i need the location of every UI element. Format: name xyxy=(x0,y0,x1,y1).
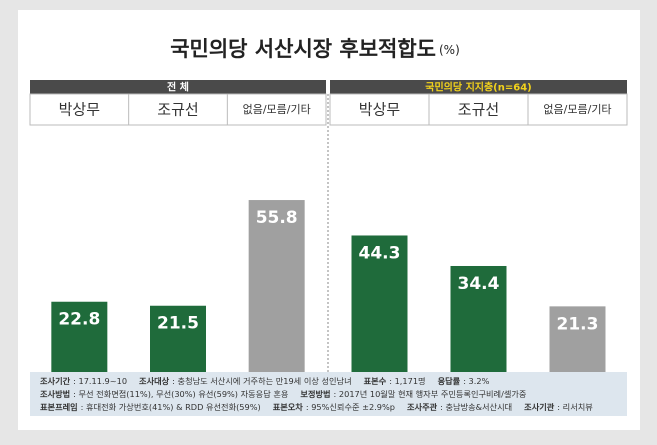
value-label: 22.8 xyxy=(58,310,100,330)
note-label: 조사기간 xyxy=(40,376,71,386)
note-label: 조사기관 xyxy=(524,402,555,412)
note-text: : 95%신뢰수준 ±2.9%p xyxy=(306,402,395,412)
panel-title: 국민의당 지지층(n=64) xyxy=(425,81,531,94)
value-label: 44.3 xyxy=(359,243,401,263)
note-text: : 휴대전화 가상번호(41%) & RDD 유선전화(59%) xyxy=(81,402,261,412)
bar xyxy=(150,305,206,372)
candidate-name: 없음/모름/기타 xyxy=(243,103,311,116)
candidate-name: 박상무 xyxy=(359,101,401,119)
title-line: 국민의당 서산시장 후보적합도 (%) xyxy=(170,37,460,61)
note-row: 표본프레임: 휴대전화 가상번호(41%) & RDD 유선전화(59%) 표본오… xyxy=(40,402,593,412)
note-text: : 무선 전화면접(11%), 무선(30%) 유선(59%) 자동응답 혼용 xyxy=(73,389,289,399)
note-label: 표본수 xyxy=(364,376,387,386)
bar xyxy=(51,301,108,372)
note-label: 보정방법 xyxy=(300,389,330,399)
value-label: 21.3 xyxy=(557,314,599,334)
candidate-name: 조규선 xyxy=(458,101,499,119)
note-row: 조사기간: 17.11.9~10 조사대상: 충청남도 서산시에 거주하는 만19… xyxy=(40,376,490,386)
note-text: : 2017년 10월말 현재 행자부 주민등록인구비례/셀가중 xyxy=(334,389,527,399)
candidate-name: 조규선 xyxy=(157,101,198,119)
note-text: : 충남방송&서산시대 xyxy=(440,402,512,412)
notes-box xyxy=(30,372,627,416)
panel-header xyxy=(330,80,627,94)
note-label: 표본오차 xyxy=(273,402,304,412)
bar xyxy=(450,265,507,372)
name-row xyxy=(29,93,327,126)
candidate-name: 박상무 xyxy=(59,101,101,119)
note-label: 표본프레임 xyxy=(40,402,78,412)
note-label: 조사대상 xyxy=(139,376,170,386)
chart-title: 국민의당 서산시장 후보적합도 xyxy=(170,37,436,61)
note-text: : 17.11.9~10 xyxy=(73,376,127,386)
note-label: 응답률 xyxy=(438,376,461,386)
panel-title: 전 체 xyxy=(167,81,189,94)
note-label: 조사주관 xyxy=(407,402,438,412)
value-label: 55.8 xyxy=(256,208,298,228)
bar xyxy=(248,200,305,372)
candidate-name: 없음/모름/기타 xyxy=(543,103,611,116)
note-text: : 1,171명 xyxy=(389,376,425,386)
note-text: : 리서치뷰 xyxy=(557,402,593,412)
value-label: 34.4 xyxy=(458,274,500,294)
name-row xyxy=(329,93,628,126)
note-text: : 충청남도 서산시에 거주하는 만19세 이상 성인남녀 xyxy=(172,376,351,386)
value-label: 21.5 xyxy=(157,314,199,334)
panel-header xyxy=(30,80,326,94)
bar xyxy=(549,306,606,372)
note-text: : 3.2% xyxy=(463,376,489,386)
note-label: 조사방법 xyxy=(40,389,70,399)
panel xyxy=(18,10,640,430)
note-row: 조사방법: 무선 전화면접(11%), 무선(30%) 유선(59%) 자동응답… xyxy=(40,389,527,399)
bar xyxy=(351,235,408,372)
unit: (%) xyxy=(439,43,460,57)
